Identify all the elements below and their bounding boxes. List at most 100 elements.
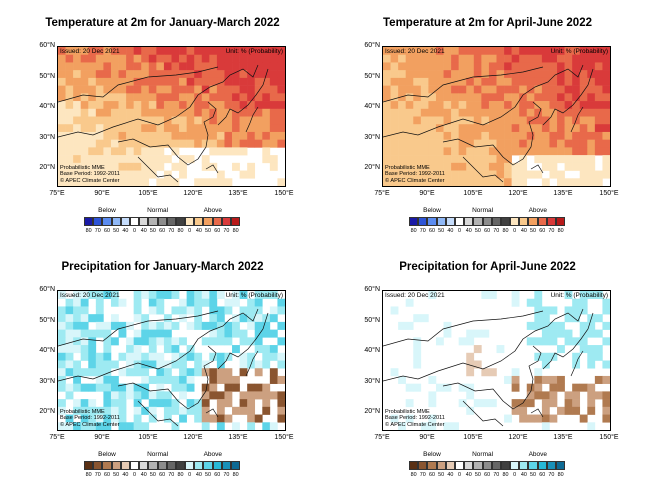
grid-cell [156, 85, 165, 94]
grid-cell [65, 352, 74, 361]
grid-cell [110, 139, 119, 148]
grid-cell [126, 85, 134, 94]
grid-cell [534, 131, 543, 140]
grid-cell [466, 383, 475, 392]
grid-cell [194, 352, 203, 361]
legend-tick: 60 [428, 228, 435, 234]
grid-cell [443, 422, 452, 430]
grid-cell [247, 321, 256, 330]
lat-label: 50°N [39, 73, 55, 80]
grid-cell [133, 85, 142, 94]
grid-cell [110, 62, 119, 71]
grid-cell [133, 139, 142, 148]
grid-cell [572, 162, 581, 171]
grid-cell [262, 352, 271, 361]
legend-below-label: Below [98, 451, 116, 458]
grid-cell [398, 62, 406, 71]
grid-cell [88, 101, 97, 110]
grid-cell [95, 368, 104, 377]
grid-cell [277, 93, 285, 102]
grid-cell [428, 391, 437, 400]
grid-cell [163, 337, 172, 346]
grid-cell [133, 391, 142, 400]
grid-cell [118, 147, 127, 156]
legend-tick: 0 [188, 228, 192, 234]
grid-cell [602, 306, 610, 315]
grid-cell [572, 147, 581, 156]
grid-cell [579, 47, 588, 56]
legend-swatches [409, 461, 566, 470]
grid-cell [201, 383, 210, 392]
grid-cell [466, 337, 475, 346]
grid-cell [224, 147, 233, 156]
credits: Probabilistic MME Base Period: 1992-2011… [60, 165, 120, 184]
grid-cell [398, 124, 406, 133]
lat-label: 60°N [364, 42, 380, 49]
grid-cell [179, 170, 187, 179]
grid-cell [557, 101, 565, 110]
lat-label: 20°N [39, 408, 55, 415]
grid-cell [156, 368, 165, 377]
grid-cell [572, 139, 581, 148]
grid-cell [216, 170, 225, 179]
grid-cell [141, 337, 150, 346]
grid-cell [496, 54, 505, 63]
unit-label: Unit: % (Probability) [225, 292, 283, 299]
grid-cell [65, 155, 74, 164]
legend-swatch [528, 461, 538, 470]
grid-cell [572, 47, 581, 56]
grid-cell [179, 62, 187, 71]
grid-cell [73, 291, 81, 300]
grid-cell [156, 383, 165, 392]
grid-cell [420, 77, 429, 86]
grid-cell [58, 345, 66, 354]
lon-label: 150°E [274, 434, 294, 441]
grid-cell [110, 291, 119, 300]
grid-cell [473, 155, 482, 164]
grid-cell [247, 399, 256, 408]
grid-cell [110, 77, 119, 86]
lat-label: 50°N [364, 73, 380, 80]
grid-cell [194, 298, 203, 307]
grid-cell [549, 70, 558, 79]
grid-cell [118, 93, 127, 102]
grid-cell [73, 54, 81, 63]
grid-cell [405, 321, 414, 330]
grid-cell [262, 406, 271, 415]
grid-cell [58, 314, 66, 323]
grid-cell [451, 47, 459, 56]
legend-normal-label: Normal [472, 207, 494, 214]
legend-tick: 50 [438, 228, 445, 234]
credit-line: © APEC Climate Center [60, 421, 120, 428]
legend-tick: 0 [513, 228, 517, 234]
grid-cell [473, 77, 482, 86]
grid-cell [435, 162, 444, 171]
grid-cell [435, 178, 444, 186]
lat-label: 30°N [364, 378, 380, 385]
grid-cell [405, 116, 414, 125]
legend-swatches [409, 217, 566, 226]
grid-cell [141, 62, 150, 71]
grid-cell [481, 116, 490, 125]
grid-cell [572, 298, 581, 307]
grid-cell [88, 383, 97, 392]
grid-cell [579, 321, 588, 330]
grid-cell [133, 360, 142, 369]
grid-cell [458, 147, 467, 156]
grid-cell [103, 337, 112, 346]
grid-cell [549, 85, 558, 94]
grid-cell [73, 298, 81, 307]
grid-cell [277, 131, 285, 140]
grid-cell [428, 131, 437, 140]
grid-cell [435, 54, 444, 63]
grid-cell [526, 108, 535, 117]
grid-cell [141, 47, 150, 56]
grid-cell [186, 406, 195, 415]
grid-cell [148, 360, 157, 369]
grid-cell [269, 139, 278, 148]
grid-cell [95, 85, 104, 94]
grid-cell [148, 291, 157, 300]
grid-cell [73, 360, 81, 369]
legend-swatch [212, 217, 222, 226]
grid-cell [262, 399, 271, 408]
